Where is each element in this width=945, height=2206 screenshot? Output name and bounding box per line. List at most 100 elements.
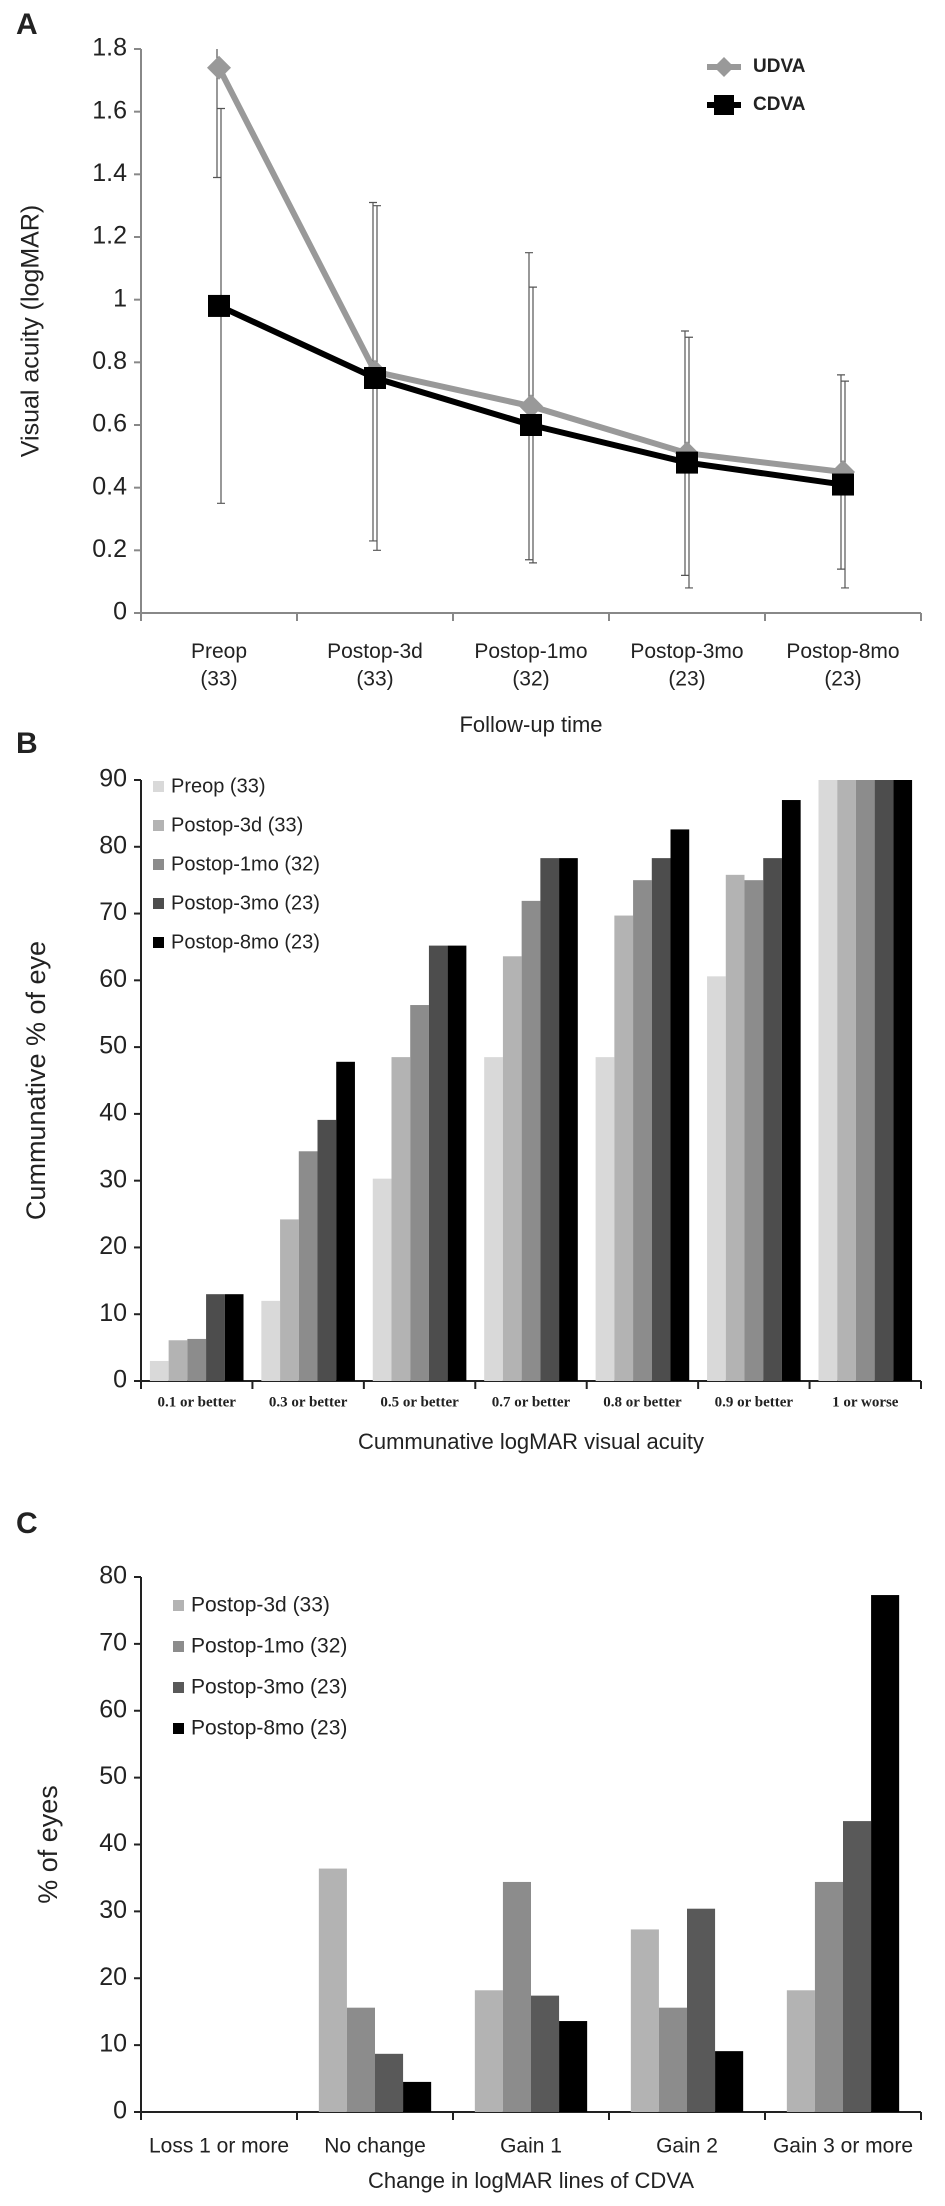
bar <box>595 1057 615 1381</box>
legend-marker <box>714 57 734 77</box>
y-tick-label: 60 <box>99 965 127 993</box>
y-tick-label: 40 <box>99 1829 127 1857</box>
x-tick-label: Postop-3d (33) <box>327 640 423 690</box>
legend-label: UDVA <box>753 56 806 77</box>
legend-label: CDVA <box>753 94 806 115</box>
y-tick-label: 30 <box>99 1165 127 1193</box>
error-bar <box>213 49 221 179</box>
legend-label: Postop-1mo (32) <box>171 853 320 875</box>
x-tick-label: Gain 1 <box>500 2135 562 2158</box>
y-tick-label: 40 <box>99 1098 127 1126</box>
y-tick-label: 1.8 <box>92 34 127 62</box>
x-tick-label: 0.8 or better <box>603 1394 682 1410</box>
legend-label: Postop-8mo (23) <box>171 931 320 953</box>
data-point <box>676 451 698 474</box>
bar <box>149 1360 169 1381</box>
y-tick-label: 80 <box>99 831 127 859</box>
bar <box>484 1057 503 1381</box>
y-tick-label: 0.6 <box>92 410 127 438</box>
bar <box>346 2007 375 2112</box>
y-tick-label: 50 <box>99 1762 127 1790</box>
x-tick-label: Gain 2 <box>656 2135 718 2158</box>
bar <box>540 858 560 1381</box>
y-tick-label: 90 <box>99 765 127 793</box>
bar <box>744 880 764 1381</box>
bar <box>336 1061 355 1381</box>
data-point <box>208 294 230 317</box>
legend-label: Preop (33) <box>171 775 266 797</box>
y-tick-label: 50 <box>99 1032 127 1060</box>
panel-label: B <box>16 727 38 760</box>
legend-swatch <box>153 937 164 948</box>
legend-swatch <box>153 781 164 792</box>
bar <box>874 780 894 1381</box>
x-tick-label: Preop (33) <box>191 640 247 690</box>
data-point <box>207 55 231 80</box>
legend-label: Postop-3d (33) <box>191 1594 330 1617</box>
legend-swatch <box>173 1600 184 1611</box>
bar <box>893 780 913 1381</box>
y-tick-label: 0.4 <box>92 472 127 500</box>
legend-label: Postop-3mo (23) <box>191 1676 347 1699</box>
bar <box>298 1151 318 1381</box>
bar <box>670 829 690 1381</box>
legend-swatch <box>173 1682 184 1693</box>
bar <box>187 1338 207 1381</box>
bar <box>410 1005 429 1381</box>
data-point <box>519 394 543 419</box>
y-tick-label: 80 <box>99 1562 127 1590</box>
bar <box>786 1990 815 2112</box>
x-axis-label: Follow-up time <box>459 712 602 737</box>
legend-label: Postop-3d (33) <box>171 814 303 836</box>
y-tick-label: 0 <box>113 598 127 626</box>
y-tick-label: 0 <box>113 1366 127 1394</box>
bar <box>559 2021 588 2112</box>
panel-label: A <box>16 8 38 41</box>
bar <box>206 1294 225 1381</box>
bar <box>318 1868 347 2112</box>
legend-swatch <box>173 1723 184 1734</box>
y-tick-label: 70 <box>99 1628 127 1656</box>
bar <box>403 2081 432 2112</box>
legend-swatch <box>153 898 164 909</box>
y-tick-label: 1.6 <box>92 96 127 124</box>
bar <box>871 1595 900 2112</box>
y-tick-label: 60 <box>99 1695 127 1723</box>
y-axis-label: Visual acuity (logMAR) <box>17 205 45 457</box>
x-tick-label: 0.7 or better <box>492 1394 571 1410</box>
x-tick-label: Postop-1mo (32) <box>474 640 587 690</box>
x-tick-label: 1 or worse <box>832 1394 899 1410</box>
x-axis-label: Change in logMAR lines of CDVA <box>368 2168 694 2193</box>
y-tick-label: 1.4 <box>92 159 127 187</box>
data-point <box>364 367 386 389</box>
y-tick-label: 0.2 <box>92 535 127 563</box>
bar <box>614 915 634 1381</box>
y-tick-label: 0 <box>113 2097 127 2125</box>
bar <box>658 2007 687 2112</box>
y-tick-label: 20 <box>99 1232 127 1260</box>
bar <box>280 1219 299 1381</box>
legend-swatch <box>153 859 164 870</box>
y-axis-label: % of eyes <box>33 1785 63 1904</box>
bar <box>559 858 578 1381</box>
legend-marker <box>714 95 734 115</box>
x-tick-label: 0.3 or better <box>269 1394 348 1410</box>
bar <box>633 880 652 1381</box>
y-tick-label: 10 <box>99 1299 127 1327</box>
bar <box>447 945 467 1381</box>
y-tick-label: 30 <box>99 1896 127 1924</box>
bar <box>521 900 541 1381</box>
x-tick-label: Postop-3mo (23) <box>630 640 743 690</box>
bar <box>725 874 745 1381</box>
bar <box>818 780 838 1381</box>
panel-label: C <box>16 1507 38 1540</box>
bar <box>317 1119 337 1381</box>
legend-swatch <box>173 1641 184 1652</box>
bar <box>372 1178 392 1381</box>
y-tick-label: 0.8 <box>92 347 127 375</box>
x-tick-label: Loss 1 or more <box>149 2135 289 2158</box>
x-tick-label: Gain 3 or more <box>773 2135 913 2158</box>
x-tick-label: 0.5 or better <box>380 1394 459 1410</box>
bar <box>428 945 448 1381</box>
bar <box>375 2053 404 2112</box>
